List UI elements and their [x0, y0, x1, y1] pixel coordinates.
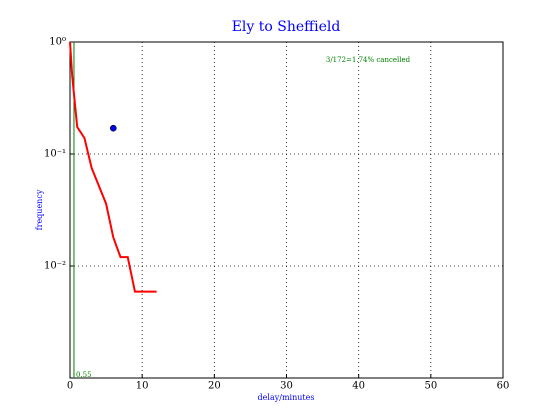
- point: [110, 124, 117, 132]
- annotation: 3/172=1.74% cancelled: [326, 56, 411, 64]
- x-tick-label: 40: [352, 381, 365, 392]
- y-tick-label: 10⁻²: [44, 261, 66, 272]
- x-tick-label: 10: [136, 381, 149, 392]
- y-axis-label: frequency: [35, 189, 44, 230]
- chart-title: Ely to Sheffield: [232, 19, 341, 35]
- x-tick-label: 50: [424, 381, 437, 392]
- y-tick-label: 10⁻¹: [44, 149, 66, 160]
- vline-label: 0.55: [76, 371, 92, 379]
- x-axis-label: delay/minutes: [258, 393, 315, 402]
- line: [69, 41, 157, 293]
- x-tick-label: 20: [208, 381, 221, 392]
- x-tick-label: 60: [497, 381, 510, 392]
- y-tick-label: 10⁰: [49, 37, 66, 48]
- plot-frame: [69, 41, 504, 379]
- x-tick-label: 30: [280, 381, 293, 392]
- x-tick-label: 0: [67, 381, 73, 392]
